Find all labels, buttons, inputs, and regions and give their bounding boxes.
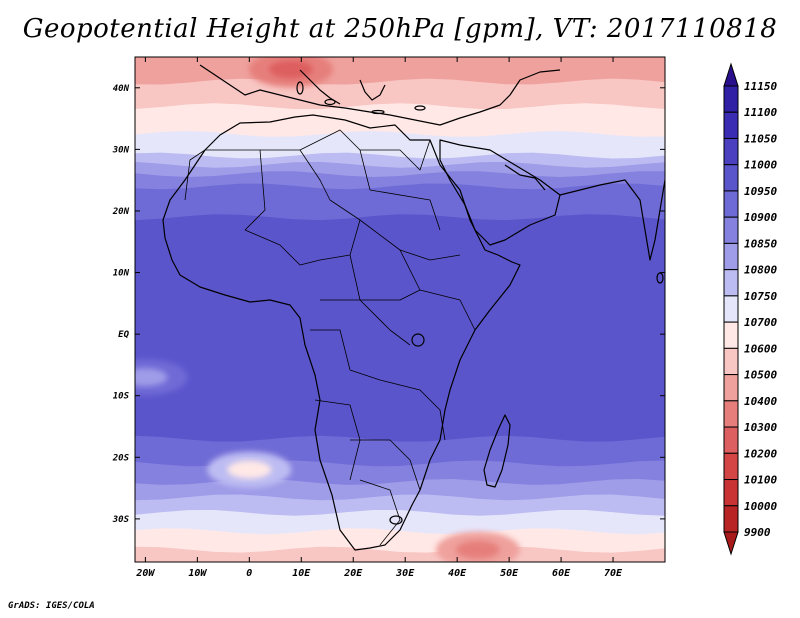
coastline-layer	[162, 64, 665, 551]
field-band	[135, 131, 665, 161]
field-band	[135, 546, 665, 562]
country-borders	[184, 129, 476, 546]
y-tick-label: 20N	[112, 207, 130, 217]
colorbar-label: 11100	[744, 106, 777, 119]
colorbar: 11150 11100 11050 11000 10950 10900 10850 10800…	[723, 62, 777, 556]
low-southern-atlantic-core	[227, 460, 272, 479]
low-sw-indian-ocean-core	[455, 540, 500, 559]
field-band	[135, 103, 665, 139]
madagascar-coastline	[483, 414, 511, 488]
colorbar-label: 10100	[744, 474, 777, 487]
greece-coastline	[359, 79, 386, 101]
field-band	[135, 494, 665, 518]
colorbar-label: 10600	[744, 342, 777, 355]
x-tick-label: 20E	[343, 568, 363, 579]
arabia-coastline	[439, 139, 561, 246]
colorbar-swatch	[723, 400, 739, 428]
cyprus	[414, 105, 426, 111]
x-tick-label: 10W	[188, 568, 207, 579]
x-tick-label: 70E	[604, 568, 623, 579]
y-tick-label: 30S	[112, 515, 130, 525]
colorbar-swatch	[723, 426, 739, 454]
colorbar-label: 10950	[744, 185, 777, 198]
colorbar-swatch	[723, 216, 739, 244]
colorbar-swatch	[723, 164, 739, 192]
colorbar-swatch	[723, 295, 739, 323]
crete	[371, 109, 385, 115]
colorbar-label: 10300	[744, 421, 777, 434]
colorbar-label: 11050	[744, 132, 777, 145]
colorbar-swatch	[723, 85, 739, 113]
lesotho	[389, 515, 403, 525]
field-band	[135, 78, 665, 111]
y-tick-label: EQ	[118, 330, 129, 340]
x-tick-label: 10E	[292, 568, 311, 579]
colorbar-label: 10000	[744, 500, 777, 513]
colorbar-label: 10200	[744, 447, 777, 460]
colorbar-label: 9900	[744, 526, 771, 539]
y-tick-label: 10S	[113, 392, 130, 402]
sicily	[324, 98, 336, 106]
colorbar-label: 11000	[744, 159, 777, 172]
colorbar-label: 10700	[744, 316, 777, 329]
colorbar-swatch	[723, 190, 739, 218]
high-10s-atlantic-core	[135, 368, 168, 387]
plot-frame	[134, 56, 666, 563]
colorbar-label: 10500	[744, 369, 777, 382]
africa-coastline	[162, 114, 521, 551]
x-tick-label: 30E	[395, 568, 415, 579]
y-tick-label: 30N	[112, 145, 130, 155]
field-band	[135, 183, 665, 223]
x-tick-label: 60E	[552, 568, 571, 579]
colorbar-swatch	[723, 137, 739, 166]
chart-title: Geopotential Height at 250hPa [gpm], VT:…	[22, 14, 778, 44]
colorbar-swatch	[723, 479, 739, 507]
y-tick-label: 40N	[113, 84, 130, 94]
x-tick-label: 50E	[500, 568, 519, 579]
field-band	[135, 214, 665, 339]
colorbar-swatch	[723, 452, 739, 481]
colorbar-label: 10800	[744, 264, 777, 277]
field-band	[135, 161, 665, 179]
x-tick-label: 40E	[448, 568, 467, 579]
field-band	[135, 528, 665, 555]
colorbar-label: 11150	[744, 80, 777, 93]
colorbar-label: 10850	[744, 237, 777, 250]
height-field	[135, 57, 665, 562]
colorbar-swatch	[723, 269, 739, 297]
y-tick-label: 10N	[113, 269, 130, 279]
colorbar-label: 10750	[744, 290, 777, 303]
colorbar-top-arrow	[723, 62, 739, 87]
colorbar-swatch	[723, 242, 739, 271]
field-band	[135, 171, 665, 192]
field-band	[135, 405, 665, 444]
colorbar-label: 10900	[744, 211, 777, 224]
axes: 20W 10W 0 10E 20E 30E 40E 50E 60E 70E 40N 30N 20N 10N…	[112, 57, 665, 579]
lake-victoria	[411, 333, 425, 347]
x-tick-label: 20W	[135, 568, 155, 579]
colorbar-swatch	[723, 111, 739, 139]
persian-gulf-coastline	[504, 164, 546, 191]
credit-label: GrADS: IGES/COLA	[8, 601, 95, 611]
colorbar-swatch	[723, 321, 739, 349]
x-tick-label: 0	[246, 568, 252, 579]
asia-coastline	[559, 179, 665, 261]
colorbar-bottom-arrow	[723, 531, 739, 556]
low-over-mediterranean-core	[268, 60, 313, 79]
colorbar-swatch	[723, 374, 739, 402]
colorbar-swatch	[723, 347, 739, 376]
y-tick-label: 20S	[112, 453, 130, 463]
colorbar-swatch	[723, 505, 739, 533]
sardinia	[296, 81, 304, 95]
field-band	[135, 331, 665, 413]
colorbar-label: 10400	[744, 395, 777, 408]
